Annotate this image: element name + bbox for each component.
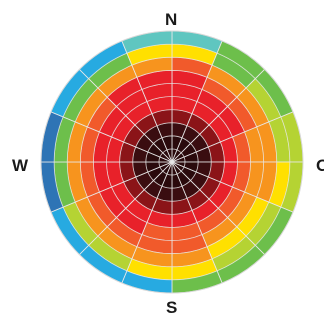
grid-spoke — [171, 161, 223, 284]
grid-spoke — [50, 111, 173, 163]
north-label: N — [165, 10, 178, 29]
grid-spoke — [171, 69, 265, 163]
grid-spoke — [50, 161, 173, 213]
east-label: O — [316, 156, 324, 175]
grid-spoke — [171, 161, 294, 213]
south-label: S — [166, 298, 178, 317]
grid-spoke — [79, 69, 173, 163]
grid-spoke — [171, 161, 265, 255]
outer-ring-border — [40, 30, 304, 294]
grid-spoke — [121, 161, 173, 284]
grid-spoke — [171, 40, 223, 163]
grid-spoke — [121, 40, 173, 163]
grid-spoke — [79, 161, 173, 255]
west-label: W — [12, 156, 29, 175]
grid-spoke — [171, 111, 294, 163]
